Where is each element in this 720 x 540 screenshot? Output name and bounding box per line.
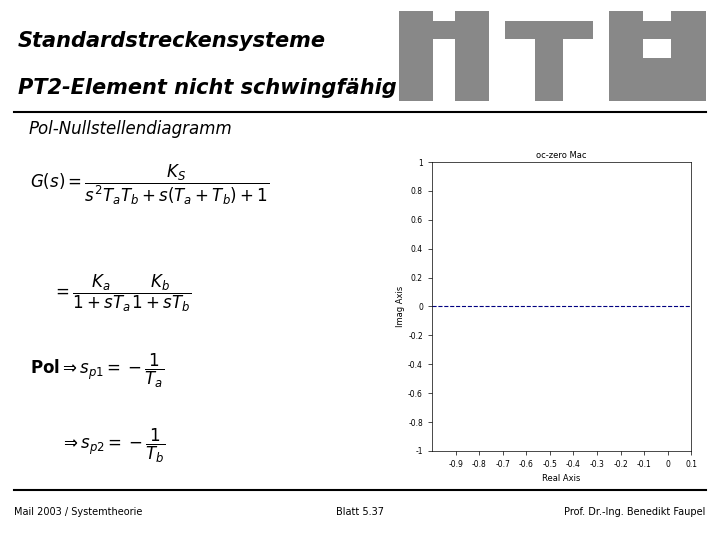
Bar bbox=[505, 21, 593, 39]
Bar bbox=[608, 21, 706, 39]
Y-axis label: Imag Axis: Imag Axis bbox=[396, 286, 405, 327]
Bar bbox=[608, 11, 643, 100]
Text: $\mathit{G(s) = \dfrac{K_S}{s^2 T_a T_b + s\left(T_a + T_b\right)+1}}$: $\mathit{G(s) = \dfrac{K_S}{s^2 T_a T_b … bbox=[30, 163, 269, 207]
Text: $\mathbf{Pol} \Rightarrow \mathit{s_{p1} = -\dfrac{1}{T_a}}$: $\mathbf{Pol} \Rightarrow \mathit{s_{p1}… bbox=[30, 352, 163, 390]
Text: $\mathit{= \dfrac{K_a}{1 + sT_a} \dfrac{K_b}{1 + sT_b}}$: $\mathit{= \dfrac{K_a}{1 + sT_a} \dfrac{… bbox=[53, 273, 192, 314]
Text: $\Rightarrow \mathit{s_{p2} = -\dfrac{1}{T_b}}$: $\Rightarrow \mathit{s_{p2} = -\dfrac{1}… bbox=[60, 427, 165, 465]
Text: Prof. Dr.-Ing. Benedikt Faupel: Prof. Dr.-Ing. Benedikt Faupel bbox=[564, 508, 706, 517]
X-axis label: Real Axis: Real Axis bbox=[542, 475, 581, 483]
Text: Pol-Nullstellendiagramm: Pol-Nullstellendiagramm bbox=[28, 120, 232, 138]
Bar bbox=[671, 11, 706, 100]
Text: Mail 2003 / Systemtheorie: Mail 2003 / Systemtheorie bbox=[14, 508, 143, 517]
Text: Blatt 5.37: Blatt 5.37 bbox=[336, 508, 384, 517]
Text: PT2-Element nicht schwingfähig: PT2-Element nicht schwingfähig bbox=[18, 78, 397, 98]
Bar bbox=[455, 11, 490, 100]
Text: Standardstreckensysteme: Standardstreckensysteme bbox=[18, 31, 326, 51]
Bar bbox=[399, 11, 433, 100]
Title: oc-zero Mac: oc-zero Mac bbox=[536, 151, 587, 160]
Bar bbox=[638, 58, 676, 100]
Bar bbox=[535, 39, 563, 100]
Bar bbox=[399, 21, 490, 39]
